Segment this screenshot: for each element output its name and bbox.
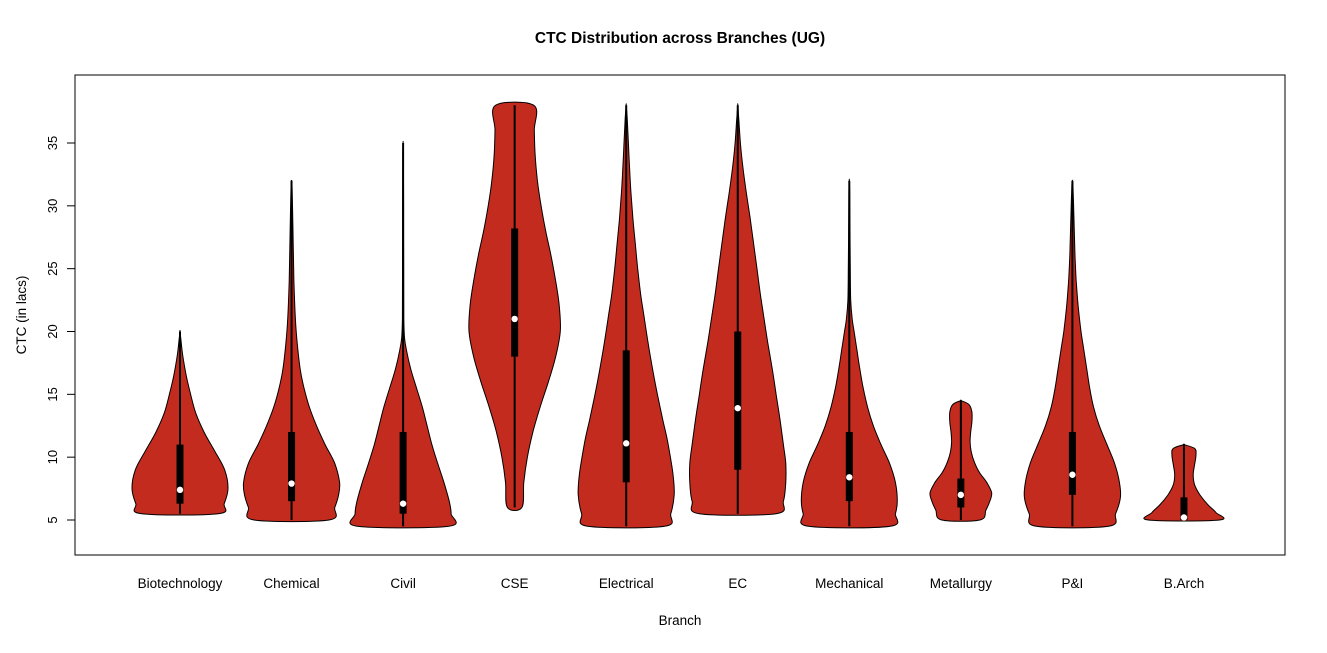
x-category-label-P&I: P&I — [1062, 576, 1084, 591]
plot-border — [74, 74, 1286, 556]
y-tick-label: 10 — [45, 450, 60, 464]
median-dot-CSE — [511, 315, 518, 323]
iqr-box-EC — [734, 331, 742, 470]
x-category-label-Civil: Civil — [390, 576, 416, 591]
iqr-box-Electrical — [622, 350, 630, 483]
x-axis-title: Branch — [658, 613, 702, 628]
iqr-box-P&I — [1068, 432, 1076, 495]
median-dot-Biotechnology — [176, 486, 184, 494]
x-category-label-Biotechnology: Biotechnology — [138, 576, 223, 591]
x-category-label-Metallurgy: Metallurgy — [930, 576, 993, 591]
median-dot-Chemical — [288, 480, 295, 487]
x-category-label-B.Arch: B.Arch — [1164, 576, 1205, 591]
x-category-label-CSE: CSE — [501, 576, 529, 591]
y-tick-label: 25 — [45, 261, 60, 275]
x-category-label-EC: EC — [728, 576, 747, 591]
iqr-box-CSE — [511, 228, 519, 357]
x-category-label-Mechanical: Mechanical — [815, 576, 883, 591]
median-dot-Electrical — [623, 440, 630, 447]
y-tick-label: 20 — [45, 324, 60, 338]
iqr-box-Civil — [399, 432, 407, 514]
median-dot-Civil — [399, 500, 407, 507]
y-tick-label: 30 — [45, 199, 60, 213]
median-dot-EC — [734, 404, 741, 412]
chart-title: CTC Distribution across Branches (UG) — [534, 30, 826, 47]
x-category-label-Chemical: Chemical — [263, 576, 319, 591]
y-axis-title: CTC (in lacs) — [14, 275, 29, 355]
median-dot-P&I — [1069, 471, 1076, 478]
iqr-box-Chemical — [288, 432, 296, 502]
iqr-box-Biotechnology — [176, 444, 184, 504]
y-tick-label: 15 — [45, 387, 60, 401]
median-dot-B.Arch — [1180, 514, 1188, 521]
median-dot-Metallurgy — [957, 491, 965, 499]
y-tick-label: 5 — [45, 516, 60, 523]
x-category-label-Electrical: Electrical — [599, 576, 654, 591]
iqr-box-B.Arch — [1180, 497, 1188, 520]
y-tick-label: 35 — [45, 136, 60, 150]
iqr-box-Mechanical — [845, 432, 853, 502]
median-dot-Mechanical — [846, 474, 853, 481]
